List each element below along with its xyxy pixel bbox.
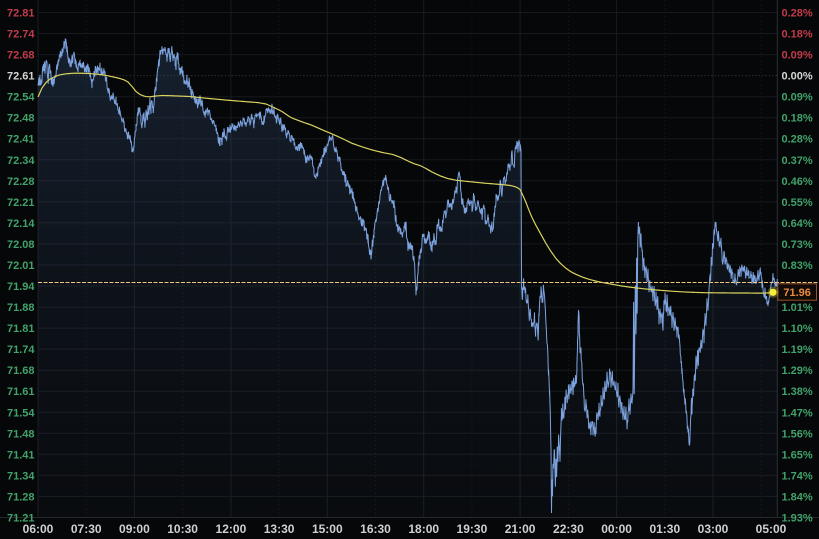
svg-text:72.01: 72.01	[7, 260, 35, 272]
svg-text:16:30: 16:30	[360, 522, 391, 536]
svg-text:22:30: 22:30	[553, 522, 584, 536]
svg-text:10:30: 10:30	[167, 522, 198, 536]
svg-text:21:00: 21:00	[505, 522, 536, 536]
svg-text:05:00: 05:00	[756, 522, 787, 536]
svg-text:71.61: 71.61	[7, 386, 35, 398]
svg-text:1.74%: 1.74%	[782, 470, 813, 482]
svg-text:0.18%: 0.18%	[782, 113, 813, 125]
svg-text:72.14: 72.14	[7, 218, 35, 230]
svg-text:71.28: 71.28	[7, 491, 35, 503]
svg-text:71.94: 71.94	[7, 281, 35, 293]
svg-text:71.88: 71.88	[7, 302, 35, 314]
svg-text:72.54: 72.54	[7, 92, 35, 104]
svg-text:12:00: 12:00	[216, 522, 247, 536]
svg-text:0.28%: 0.28%	[782, 8, 813, 20]
svg-text:09:00: 09:00	[119, 522, 150, 536]
svg-text:71.48: 71.48	[7, 428, 35, 440]
svg-text:18:00: 18:00	[408, 522, 439, 536]
svg-text:0.18%: 0.18%	[782, 29, 813, 41]
svg-text:01:30: 01:30	[649, 522, 680, 536]
svg-text:72.08: 72.08	[7, 239, 35, 251]
svg-text:72.28: 72.28	[7, 176, 35, 188]
svg-text:07:30: 07:30	[71, 522, 102, 536]
svg-text:0.55%: 0.55%	[782, 197, 813, 209]
svg-text:71.81: 71.81	[7, 323, 35, 335]
svg-text:71.96: 71.96	[783, 287, 811, 299]
svg-text:72.34: 72.34	[7, 155, 35, 167]
svg-text:0.37%: 0.37%	[782, 155, 813, 167]
svg-text:0.73%: 0.73%	[782, 239, 813, 251]
svg-text:72.74: 72.74	[7, 29, 35, 41]
svg-text:71.21: 71.21	[7, 513, 35, 525]
svg-text:0.83%: 0.83%	[782, 260, 813, 272]
svg-text:72.81: 72.81	[7, 8, 35, 20]
svg-text:72.48: 72.48	[7, 113, 35, 125]
svg-text:0.09%: 0.09%	[782, 50, 813, 62]
svg-text:71.34: 71.34	[7, 470, 35, 482]
svg-text:72.68: 72.68	[7, 50, 35, 62]
svg-text:71.41: 71.41	[7, 449, 35, 461]
svg-text:71.68: 71.68	[7, 365, 35, 377]
svg-text:13:30: 13:30	[264, 522, 295, 536]
svg-text:1.38%: 1.38%	[782, 386, 813, 398]
svg-text:06:00: 06:00	[23, 522, 54, 536]
svg-text:0.28%: 0.28%	[782, 134, 813, 146]
svg-text:72.21: 72.21	[7, 197, 35, 209]
svg-text:1.19%: 1.19%	[782, 344, 813, 356]
svg-text:1.84%: 1.84%	[782, 491, 813, 503]
svg-text:71.74: 71.74	[7, 344, 35, 356]
svg-text:1.10%: 1.10%	[782, 323, 813, 335]
svg-text:03:00: 03:00	[698, 522, 729, 536]
svg-text:00:00: 00:00	[601, 522, 632, 536]
svg-text:1.01%: 1.01%	[782, 302, 813, 314]
svg-text:1.93%: 1.93%	[782, 513, 813, 525]
svg-text:1.65%: 1.65%	[782, 449, 813, 461]
svg-text:0.09%: 0.09%	[782, 92, 813, 104]
svg-text:72.61: 72.61	[7, 71, 35, 83]
svg-text:0.00%: 0.00%	[782, 71, 813, 83]
svg-text:0.64%: 0.64%	[782, 218, 813, 230]
svg-text:1.56%: 1.56%	[782, 428, 813, 440]
svg-text:1.29%: 1.29%	[782, 365, 813, 377]
svg-text:19:30: 19:30	[457, 522, 488, 536]
svg-text:0.46%: 0.46%	[782, 176, 813, 188]
svg-text:1.47%: 1.47%	[782, 407, 813, 419]
svg-text:72.41: 72.41	[7, 134, 35, 146]
svg-text:15:00: 15:00	[312, 522, 343, 536]
svg-text:71.54: 71.54	[7, 407, 35, 419]
